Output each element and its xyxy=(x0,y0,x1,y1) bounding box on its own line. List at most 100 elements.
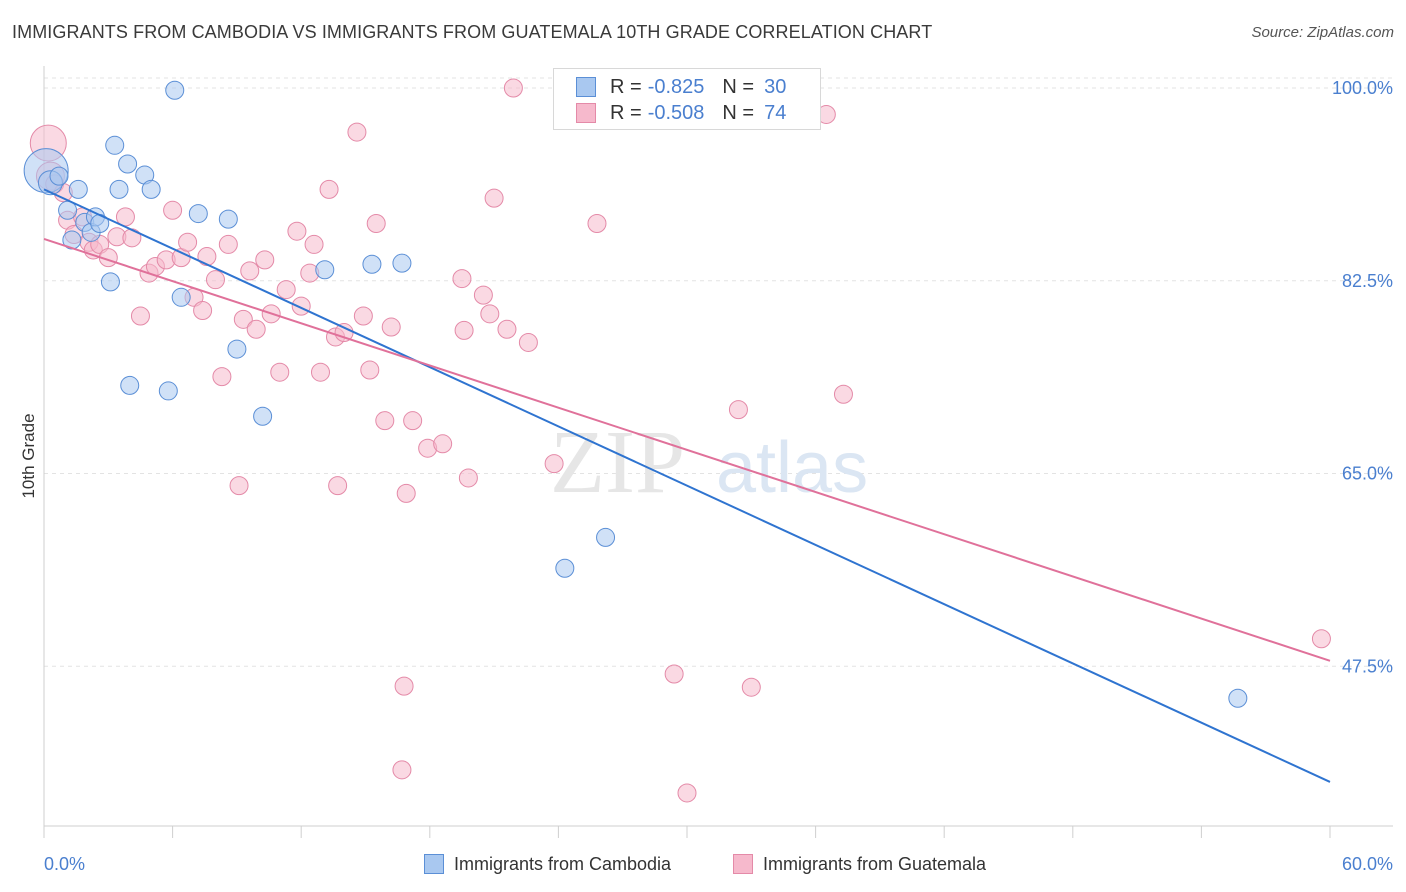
guatemala-point xyxy=(328,476,348,496)
guatemala-point xyxy=(353,306,373,326)
guatemala-point xyxy=(392,760,412,780)
guatemala-point xyxy=(518,332,538,352)
series-cambodia-points xyxy=(23,80,1248,708)
source-label: Source: ZipAtlas.com xyxy=(1251,24,1394,41)
chart-title: IMMIGRANTS FROM CAMBODIA VS IMMIGRANTS F… xyxy=(12,22,933,42)
r-value: -0.508 xyxy=(647,101,705,124)
guatemala-point xyxy=(229,476,249,496)
cambodia-point xyxy=(171,287,191,307)
guatemala-point xyxy=(205,270,225,290)
guatemala-point xyxy=(544,454,564,474)
cambodia-point xyxy=(165,80,185,100)
guatemala-point xyxy=(240,261,260,281)
guatemala-point xyxy=(375,411,395,431)
y-tick-label: 100.0% xyxy=(1332,78,1393,98)
cambodia-point xyxy=(392,253,412,273)
guatemala-point xyxy=(233,309,253,329)
guatemala-legend-label: Immigrants from Guatemala xyxy=(763,853,987,874)
guatemala-point xyxy=(291,296,311,316)
guatemala-point xyxy=(193,301,213,321)
guatemala-point xyxy=(319,179,339,199)
guatemala-point xyxy=(480,304,500,324)
cambodia-legend-swatch xyxy=(424,854,444,874)
guatemala-point xyxy=(347,122,367,142)
grid-layer xyxy=(44,77,1393,667)
bottom-legend-cambodia: Immigrants from Cambodia xyxy=(424,852,671,876)
guatemala-point xyxy=(728,400,748,420)
n-value: 74 xyxy=(764,101,787,124)
guatemala-point xyxy=(452,269,472,289)
guatemala-point xyxy=(458,468,478,488)
guatemala-trend-line xyxy=(43,237,1331,662)
guatemala-point xyxy=(396,483,416,503)
r-value: -0.825 xyxy=(647,75,705,98)
cambodia-point xyxy=(120,375,140,395)
cambodia-point xyxy=(188,204,208,224)
cambodia-point xyxy=(105,135,125,155)
correlation-legend: R = -0.825 N = 30 R = -0.508 N = 74 xyxy=(553,68,821,130)
guatemala-point xyxy=(381,317,401,337)
guatemala-point xyxy=(310,362,330,382)
r-label: R = xyxy=(610,101,642,124)
cambodia-point xyxy=(555,558,575,578)
guatemala-point xyxy=(484,188,504,208)
guatemala-point xyxy=(454,320,474,340)
legend-row-guatemala: R = -0.508 N = 74 xyxy=(576,101,786,125)
y-tick-label: 65.0% xyxy=(1342,464,1393,484)
guatemala-point xyxy=(246,319,266,339)
cambodia-point xyxy=(109,179,129,199)
guatemala-point xyxy=(287,221,307,241)
cambodia-point xyxy=(118,154,138,174)
cambodia-point xyxy=(141,179,161,199)
x-tick-label: 0.0% xyxy=(44,854,85,874)
cambodia-point xyxy=(68,179,88,199)
guatemala-point xyxy=(366,214,386,234)
tick-label-layer: 100.0% 82.5% 65.0% 47.5% 0.0% 60.0% xyxy=(44,78,1393,874)
guatemala-point xyxy=(497,319,517,339)
watermark: ZIP atlas xyxy=(550,413,868,512)
guatemala-point xyxy=(122,228,142,248)
guatemala-point xyxy=(833,384,853,404)
guatemala-point xyxy=(664,664,684,684)
n-label: N = xyxy=(722,101,755,124)
guatemala-point xyxy=(163,200,183,220)
guatemala-legend-swatch xyxy=(733,854,753,874)
n-value: 30 xyxy=(764,75,787,98)
cambodia-point xyxy=(362,254,382,274)
guatemala-point xyxy=(212,367,232,387)
x-tick-label: 60.0% xyxy=(1342,854,1393,874)
guatemala-point xyxy=(304,234,324,254)
guatemala-point xyxy=(255,250,275,270)
series-guatemala-points xyxy=(29,78,1331,803)
n-label: N = xyxy=(722,75,755,98)
guatemala-point xyxy=(360,360,380,380)
cambodia-point xyxy=(596,527,616,547)
guatemala-point xyxy=(394,676,414,696)
r-label: R = xyxy=(610,75,642,98)
cambodia-point xyxy=(315,260,335,280)
cambodia-point xyxy=(158,381,178,401)
guatemala-point xyxy=(587,214,607,234)
watermark-atlas: atlas xyxy=(716,428,868,508)
guatemala-point xyxy=(178,232,198,252)
trend-layer xyxy=(43,188,1331,783)
cambodia-point xyxy=(227,339,247,359)
guatemala-point xyxy=(197,247,217,267)
guatemala-point xyxy=(130,306,150,326)
cambodia-point xyxy=(49,166,69,186)
guatemala-point xyxy=(276,280,296,300)
guatemala-point xyxy=(403,411,423,431)
cambodia-point xyxy=(1228,688,1248,708)
cambodia-swatch xyxy=(576,77,596,97)
legend-row-cambodia: R = -0.825 N = 30 xyxy=(576,75,786,99)
cambodia-point xyxy=(253,406,273,426)
cambodia-trend-line xyxy=(43,188,1331,783)
guatemala-point xyxy=(433,434,453,454)
guatemala-point xyxy=(677,783,697,803)
cambodia-point xyxy=(100,272,120,292)
guatemala-point xyxy=(218,234,238,254)
y-tick-label: 47.5% xyxy=(1342,656,1393,676)
guatemala-point xyxy=(1311,629,1331,649)
guatemala-swatch xyxy=(576,103,596,123)
